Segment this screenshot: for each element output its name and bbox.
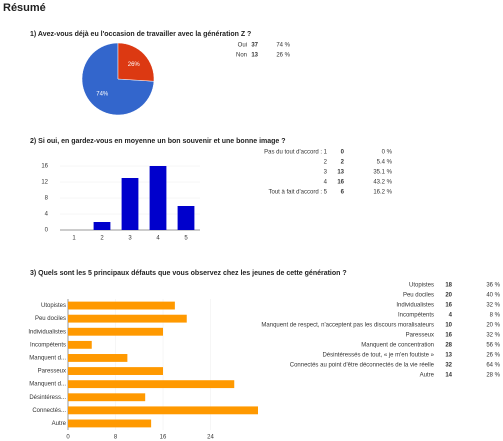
- table-label: Tout à fait d'accord : 5: [268, 190, 327, 196]
- table-percent: 32 %: [486, 303, 500, 309]
- table-count: 4: [449, 313, 453, 319]
- bar: [68, 327, 163, 336]
- table-label: Manquent de concentration: [361, 343, 434, 349]
- table-label: 4: [324, 180, 328, 186]
- bar: [68, 419, 152, 428]
- question-title: 2) Si oui, en gardez-vous en moyenne un …: [30, 138, 286, 145]
- table-count: 6: [341, 190, 345, 196]
- bar: [149, 166, 167, 230]
- x-tick-label: 24: [207, 435, 214, 441]
- table-count: 10: [445, 323, 452, 329]
- bar: [177, 206, 195, 230]
- y-tick-label: 12: [41, 180, 48, 186]
- table-percent: 28 %: [486, 373, 500, 379]
- bar: [68, 314, 187, 323]
- table-count: 16: [445, 303, 452, 309]
- table-label: 3: [324, 170, 328, 176]
- question-title: 1) Avez-vous déjà eu l'occasion de trava…: [30, 31, 251, 38]
- y-tick-label: 4: [45, 212, 49, 218]
- table-percent: 35.1 %: [373, 170, 392, 176]
- slice-label: 26%: [128, 62, 141, 68]
- y-tick-label: Peu dociles: [35, 316, 66, 322]
- table-count: 37: [251, 43, 258, 49]
- bar: [68, 301, 175, 310]
- table-label: Désintéressés de tout, « je m'en foutist…: [322, 353, 434, 359]
- table-label: Non: [236, 53, 247, 59]
- table-label: Manquent de respect, n'acceptent pas les…: [261, 323, 434, 329]
- table-label: Peu dociles: [403, 293, 434, 299]
- table-label: Individualistes: [396, 303, 434, 309]
- table-count: 13: [337, 170, 344, 176]
- y-tick-label: Manquent d...: [29, 382, 66, 388]
- y-tick-label: 0: [45, 228, 49, 234]
- table-percent: 43.2 %: [373, 180, 392, 186]
- y-tick-label: Incompétents: [30, 342, 66, 348]
- pie-slice: [117, 42, 155, 82]
- table-label: Utopistes: [409, 283, 434, 289]
- table-count: 0: [341, 150, 345, 156]
- table-count: 16: [445, 333, 452, 339]
- y-tick-label: Utopistes: [41, 303, 66, 309]
- table-count: 13: [251, 53, 258, 59]
- table-percent: 36 %: [486, 283, 500, 289]
- bar: [121, 178, 139, 230]
- table-count: 16: [337, 180, 344, 186]
- table-label: 2: [324, 160, 328, 166]
- x-tick-label: 5: [184, 236, 188, 242]
- table-percent: 32 %: [486, 333, 500, 339]
- y-tick-label: Désintéress...: [29, 395, 66, 401]
- table-percent: 26 %: [486, 353, 500, 359]
- y-tick-label: 16: [41, 164, 48, 170]
- y-tick-label: Paresseux: [38, 369, 66, 375]
- y-tick-label: Connectés...: [32, 408, 66, 414]
- x-tick-label: 0: [66, 435, 70, 441]
- table-count: 14: [445, 373, 452, 379]
- question-title: 3) Quels sont les 5 principaux défauts q…: [30, 270, 347, 277]
- x-tick-label: 4: [156, 236, 160, 242]
- x-tick-label: 3: [128, 236, 132, 242]
- table-percent: 74 %: [276, 43, 290, 49]
- table-label: Paresseux: [406, 333, 434, 339]
- y-tick-label: 8: [45, 196, 49, 202]
- bar: [68, 340, 92, 349]
- y-tick-label: Autre: [52, 421, 67, 427]
- table-count: 18: [445, 283, 452, 289]
- table-label: Connectés au point d'être déconnectés de…: [290, 363, 435, 369]
- table-count: 32: [445, 363, 452, 369]
- page-title: Résumé: [3, 2, 46, 14]
- table-count: 2: [341, 160, 345, 166]
- table-percent: 5.4 %: [377, 160, 393, 166]
- x-tick-label: 1: [72, 236, 76, 242]
- y-tick-label: Individualistes: [28, 329, 66, 335]
- bar: [68, 393, 146, 402]
- table-percent: 26 %: [276, 53, 290, 59]
- x-tick-label: 16: [160, 435, 167, 441]
- bar: [68, 380, 235, 389]
- bar: [68, 406, 258, 415]
- table-percent: 0 %: [382, 150, 393, 156]
- table-label: Oui: [238, 43, 247, 49]
- table-percent: 16.2 %: [373, 190, 392, 196]
- table-percent: 56 %: [486, 343, 500, 349]
- table-percent: 20 %: [486, 323, 500, 329]
- y-tick-label: Manquent d...: [29, 356, 66, 362]
- pie-slice: [81, 42, 155, 116]
- bar: [68, 367, 163, 375]
- bar: [68, 354, 128, 362]
- table-count: 13: [445, 353, 452, 359]
- bar: [93, 222, 111, 230]
- table-percent: 8 %: [490, 313, 501, 319]
- table-label: Autre: [420, 373, 435, 379]
- table-label: Pas du tout d'accord : 1: [264, 150, 328, 156]
- x-tick-label: 2: [100, 236, 104, 242]
- table-count: 20: [445, 293, 452, 299]
- x-tick-label: 8: [114, 435, 118, 441]
- table-percent: 40 %: [486, 293, 500, 299]
- slice-label: 74%: [96, 91, 109, 97]
- table-count: 28: [445, 343, 452, 349]
- table-percent: 64 %: [486, 363, 500, 369]
- table-label: Incompétents: [398, 313, 434, 319]
